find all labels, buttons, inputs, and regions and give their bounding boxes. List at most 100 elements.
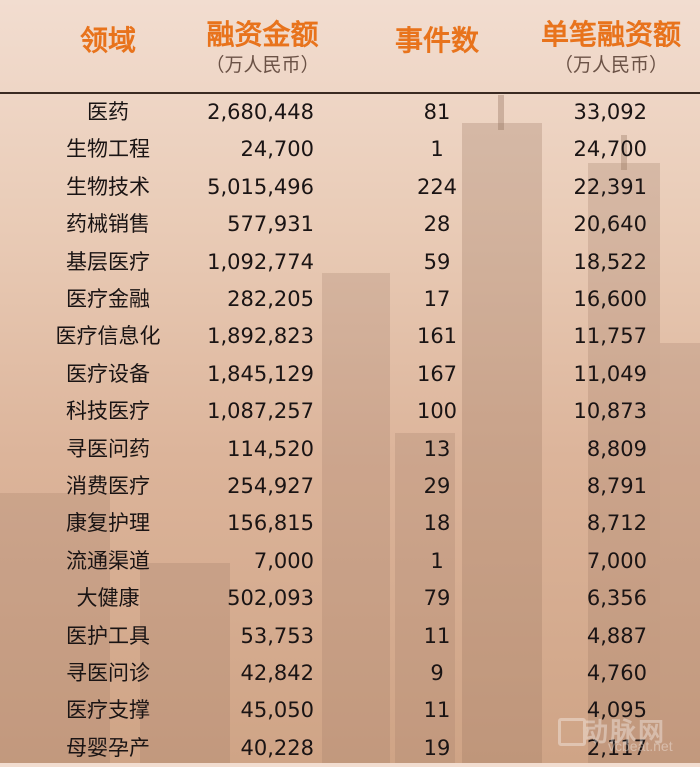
table-row: 大健康 502,093 79 6,356 bbox=[0, 580, 700, 617]
row-amount: 254,927 bbox=[227, 474, 314, 498]
row-amount: 1,892,823 bbox=[207, 324, 314, 349]
table-row: 医护工具 53,753 11 4,887 bbox=[0, 618, 700, 655]
table-row: 寻医问药 114,520 13 8,809 bbox=[0, 431, 700, 468]
row-events: 13 bbox=[423, 436, 451, 461]
row-events: 100 bbox=[416, 399, 458, 424]
row-events: 29 bbox=[423, 474, 451, 498]
row-domain: 医疗金融 bbox=[66, 287, 150, 311]
row-domain: 医药 bbox=[87, 100, 129, 124]
row-domain: 寻医问药 bbox=[66, 436, 150, 461]
row-amount: 53,753 bbox=[240, 623, 314, 648]
row-domain: 基层医疗 bbox=[66, 249, 150, 274]
row-per-deal: 8,712 bbox=[586, 511, 647, 536]
row-domain: 科技医疗 bbox=[66, 399, 150, 424]
row-amount: 45,050 bbox=[240, 698, 314, 723]
row-amount: 577,931 bbox=[227, 212, 314, 237]
row-amount: 502,093 bbox=[227, 586, 314, 611]
row-amount: 282,205 bbox=[227, 287, 314, 311]
row-amount: 114,520 bbox=[227, 436, 314, 461]
row-amount: 24,700 bbox=[240, 137, 314, 162]
watermark-text: 动脉网 bbox=[582, 717, 667, 747]
table-row: 流通渠道 7,000 1 7,000 bbox=[0, 543, 700, 580]
row-amount: 156,815 bbox=[227, 511, 314, 536]
col-header-events-title: 事件数 bbox=[394, 24, 479, 57]
row-per-deal: 18,522 bbox=[573, 249, 647, 274]
table-row: 康复护理 156,815 18 8,712 bbox=[0, 505, 700, 542]
row-events: 11 bbox=[423, 623, 451, 648]
row-amount: 2,680,448 bbox=[207, 100, 314, 124]
col-header-domain: 领域 bbox=[18, 24, 198, 58]
col-header-amount-title: 融资金额 bbox=[206, 18, 319, 51]
row-amount: 5,015,496 bbox=[207, 174, 314, 199]
watermark: 动脉网 vcbeat.net bbox=[556, 712, 696, 756]
table-row: 医药 2,680,448 81 33,092 bbox=[0, 94, 700, 131]
row-events: 1 bbox=[430, 137, 444, 162]
row-domain: 医疗支撑 bbox=[66, 698, 150, 723]
row-events: 79 bbox=[423, 586, 451, 611]
row-domain: 医疗信息化 bbox=[55, 324, 161, 349]
row-domain: 母婴孕产 bbox=[66, 735, 150, 760]
col-header-domain-title: 领域 bbox=[79, 24, 136, 57]
row-amount: 1,845,129 bbox=[207, 361, 314, 386]
row-amount: 1,092,774 bbox=[207, 249, 314, 274]
col-header-amount-unit: （万人民币） bbox=[205, 54, 320, 76]
row-domain: 寻医问诊 bbox=[66, 661, 150, 685]
table-header: 领域 融资金额 （万人民币） 事件数 单笔融资额 （万人民币） bbox=[0, 0, 700, 92]
col-header-per-deal-unit: （万人民币） bbox=[553, 54, 668, 76]
row-amount: 7,000 bbox=[253, 548, 314, 573]
row-per-deal: 24,700 bbox=[573, 137, 647, 162]
row-per-deal: 4,760 bbox=[586, 661, 647, 685]
table-row: 寻医问诊 42,842 9 4,760 bbox=[0, 655, 700, 692]
row-per-deal: 11,049 bbox=[573, 361, 647, 386]
row-events: 18 bbox=[423, 511, 451, 536]
table-row: 生物工程 24,700 1 24,700 bbox=[0, 131, 700, 168]
table-row: 医疗金融 282,205 17 16,600 bbox=[0, 281, 700, 318]
row-events: 1 bbox=[430, 548, 444, 573]
row-per-deal: 4,095 bbox=[586, 698, 647, 723]
row-events: 224 bbox=[416, 174, 458, 199]
table-row: 医疗信息化 1,892,823 161 11,757 bbox=[0, 318, 700, 355]
table-row: 消费医疗 254,927 29 8,791 bbox=[0, 468, 700, 505]
row-events: 167 bbox=[416, 361, 458, 386]
row-per-deal: 8,791 bbox=[586, 474, 647, 498]
row-per-deal: 2,117 bbox=[586, 735, 647, 760]
row-per-deal: 33,092 bbox=[573, 100, 647, 124]
row-domain: 康复护理 bbox=[66, 511, 150, 536]
row-events: 161 bbox=[416, 324, 458, 349]
watermark-url: vcbeat.net bbox=[608, 738, 673, 754]
row-events: 81 bbox=[423, 100, 451, 124]
row-events: 59 bbox=[423, 249, 451, 274]
row-amount: 40,228 bbox=[240, 735, 314, 760]
row-events: 19 bbox=[423, 735, 451, 760]
row-domain: 医疗设备 bbox=[66, 361, 150, 386]
table-row: 医疗支撑 45,050 11 4,095 bbox=[0, 692, 700, 729]
row-events: 28 bbox=[423, 212, 451, 237]
col-header-amount: 融资金额 （万人民币） bbox=[190, 18, 335, 76]
row-amount: 42,842 bbox=[240, 661, 314, 685]
row-per-deal: 8,809 bbox=[586, 436, 647, 461]
col-header-per-deal-title: 单笔融资额 bbox=[540, 18, 681, 51]
row-domain: 流通渠道 bbox=[66, 548, 150, 573]
table-row: 母婴孕产 40,228 19 2,117 bbox=[0, 730, 700, 767]
row-per-deal: 16,600 bbox=[573, 287, 647, 311]
watermark-logo-icon bbox=[558, 718, 586, 746]
table-row: 医疗设备 1,845,129 167 11,049 bbox=[0, 356, 700, 393]
row-amount: 1,087,257 bbox=[207, 399, 314, 424]
row-per-deal: 20,640 bbox=[573, 212, 647, 237]
row-domain: 消费医疗 bbox=[66, 474, 150, 498]
row-per-deal: 7,000 bbox=[586, 548, 647, 573]
table-row: 科技医疗 1,087,257 100 10,873 bbox=[0, 393, 700, 430]
header-divider bbox=[0, 92, 700, 94]
row-domain: 生物技术 bbox=[66, 174, 150, 199]
row-events: 11 bbox=[423, 698, 451, 723]
row-domain: 药械销售 bbox=[66, 212, 150, 237]
col-header-events: 事件数 bbox=[380, 24, 494, 58]
row-events: 17 bbox=[423, 287, 451, 311]
table-row: 药械销售 577,931 28 20,640 bbox=[0, 206, 700, 243]
col-header-per-deal: 单笔融资额 （万人民币） bbox=[528, 18, 694, 76]
row-domain: 大健康 bbox=[76, 586, 140, 611]
row-per-deal: 10,873 bbox=[573, 399, 647, 424]
row-per-deal: 6,356 bbox=[586, 586, 647, 611]
row-domain: 生物工程 bbox=[66, 137, 150, 162]
row-per-deal: 11,757 bbox=[573, 324, 647, 349]
